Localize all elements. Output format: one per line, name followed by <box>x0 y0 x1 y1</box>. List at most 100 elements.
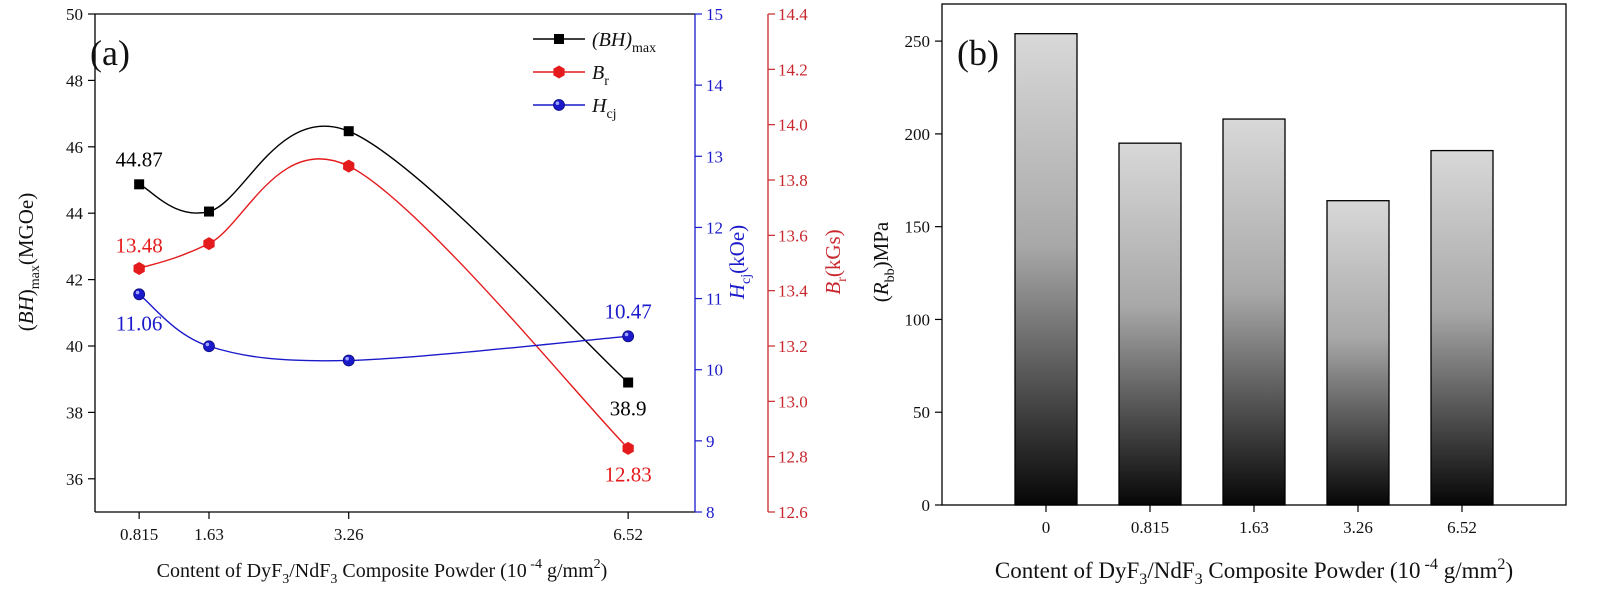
left-y-tick-label: 50 <box>66 5 83 24</box>
data-point-bh <box>134 179 145 190</box>
data-point-br <box>203 237 215 251</box>
legend-label-base: B <box>592 62 604 84</box>
label-part: R <box>869 282 893 296</box>
y-tick-label: 200 <box>905 125 931 144</box>
x-tick-label: 0.815 <box>1131 518 1169 537</box>
y-tick-label: 0 <box>922 496 931 515</box>
br-y-tick-label: 13.2 <box>778 337 808 356</box>
label-part: ) <box>14 289 38 296</box>
left-y-axis-title: (BH)max(MGOe) <box>14 193 43 331</box>
left-y-tick-label: 46 <box>66 138 83 157</box>
x-axis-label: Content of DyF3/NdF3 Composite Powder (1… <box>995 556 1513 588</box>
x-label-sup: -4 <box>1421 556 1438 573</box>
data-point-hcj <box>622 330 635 343</box>
data-label-hcj: 10.47 <box>605 299 652 323</box>
br-y-tick-label: 13.6 <box>778 226 808 245</box>
left-y-tick-label: 40 <box>66 337 83 356</box>
hcj-y-tick-label: 11 <box>706 290 722 309</box>
x-tick-label: 0.815 <box>120 525 158 544</box>
br-y-tick-label: 13.0 <box>778 392 808 411</box>
y-tick-label: 150 <box>905 218 931 237</box>
label-part: (kGs) <box>821 229 845 277</box>
x-tick-label: 1.63 <box>1239 518 1269 537</box>
data-point-bh <box>623 377 634 388</box>
br-y-tick-label: 14.4 <box>778 5 808 24</box>
label-sub: bb <box>883 268 898 282</box>
left-y-tick-label: 42 <box>66 271 83 290</box>
data-label-hcj: 11.06 <box>116 311 162 335</box>
hcj-y-tick-label: 10 <box>706 361 723 380</box>
x-label-part: Composite Powder (10 <box>1203 558 1421 583</box>
data-point-hcj <box>133 288 146 301</box>
x-label-part: Composite Powder (10 <box>337 560 526 582</box>
data-point-br <box>343 159 355 173</box>
x-label-sub: 3 <box>330 572 337 587</box>
y-tick-label: 50 <box>913 403 930 422</box>
hcj-y-tick-label: 15 <box>706 5 723 24</box>
x-tick-label: 0 <box>1042 518 1051 537</box>
data-point-hcj-highlight <box>345 356 349 361</box>
bar <box>1430 149 1494 506</box>
data-point-br <box>622 441 634 455</box>
legend-label-sub: cj <box>606 107 616 122</box>
x-label-sub: 3 <box>1139 571 1147 588</box>
data-label-br: 13.48 <box>116 234 163 258</box>
series-line-hcj <box>138 293 629 362</box>
label-part: (kOe) <box>725 225 749 274</box>
data-point-hcj <box>203 340 215 353</box>
left-y-tick-label: 36 <box>66 470 83 489</box>
x-tick-label: 3.26 <box>334 525 364 544</box>
label-sub: cj <box>739 274 754 284</box>
data-label-br: 12.83 <box>605 462 652 486</box>
br-y-tick-label: 12.8 <box>778 448 808 467</box>
hcj-y-tick-label: 13 <box>706 147 723 166</box>
hcj-y-tick-label: 14 <box>706 76 724 95</box>
label-part: ( <box>869 295 893 302</box>
bar <box>1118 142 1182 506</box>
data-point-hcj-highlight <box>624 332 629 337</box>
left-y-tick-label: 48 <box>66 71 83 90</box>
legend-label-base: (BH) <box>592 29 632 51</box>
x-label-part: /NdF <box>1147 558 1194 583</box>
data-point-br <box>133 262 145 276</box>
series-line-br <box>138 158 629 449</box>
data-point-bh <box>343 126 354 137</box>
legend-label-sub: r <box>604 74 609 89</box>
label-part: )MPa <box>869 221 893 268</box>
label-part: BH <box>14 294 38 324</box>
data-label-bh: 44.87 <box>116 147 163 171</box>
x-label-part: Content of DyF <box>157 560 283 582</box>
bar <box>1326 200 1390 506</box>
x-label-sup: -4 <box>527 557 542 572</box>
br-y-tick-label: 14.0 <box>778 116 808 135</box>
x-tick-label: 6.52 <box>613 525 643 544</box>
x-tick-label: 1.63 <box>194 525 224 544</box>
x-label-sub: 3 <box>282 572 289 587</box>
panel-a-line-chart: 0.815 1.63 3.26 6.52 36 38 40 42 44 46 48 50 8 9 10 11 1… <box>14 5 850 587</box>
hcj-y-tick-label: 12 <box>706 218 723 237</box>
label-sub: max <box>28 265 43 289</box>
panel-label: (a) <box>90 33 130 73</box>
data-label-bh: 38.9 <box>610 397 647 421</box>
hcj-y-axis-title: Hcj(kOe) <box>725 225 754 300</box>
br-y-tick-label: 14.2 <box>778 60 808 79</box>
left-y-tick-label: 38 <box>66 403 83 422</box>
legend-label-br: Br <box>592 62 609 89</box>
x-label-part: ) <box>1505 558 1513 583</box>
hcj-y-tick-label: 8 <box>706 503 715 522</box>
left-y-tick-label: 44 <box>66 204 84 223</box>
data-point-hcj-highlight <box>205 342 210 347</box>
x-label-sub: 3 <box>1195 571 1203 588</box>
br-y-tick-label: 12.6 <box>778 503 808 522</box>
x-tick-label: 3.26 <box>1343 518 1373 537</box>
y-tick-label: 250 <box>905 32 931 51</box>
data-point-hcj-highlight <box>135 290 140 295</box>
br-y-axis-title: Br(kGs) <box>821 229 850 294</box>
label-part: B <box>821 282 845 295</box>
label-part: (MGOe) <box>14 193 38 265</box>
y-axis-title: (Rbb)MPa <box>869 221 898 302</box>
x-label-part: g/mm <box>1438 558 1498 583</box>
bar <box>1014 33 1078 506</box>
